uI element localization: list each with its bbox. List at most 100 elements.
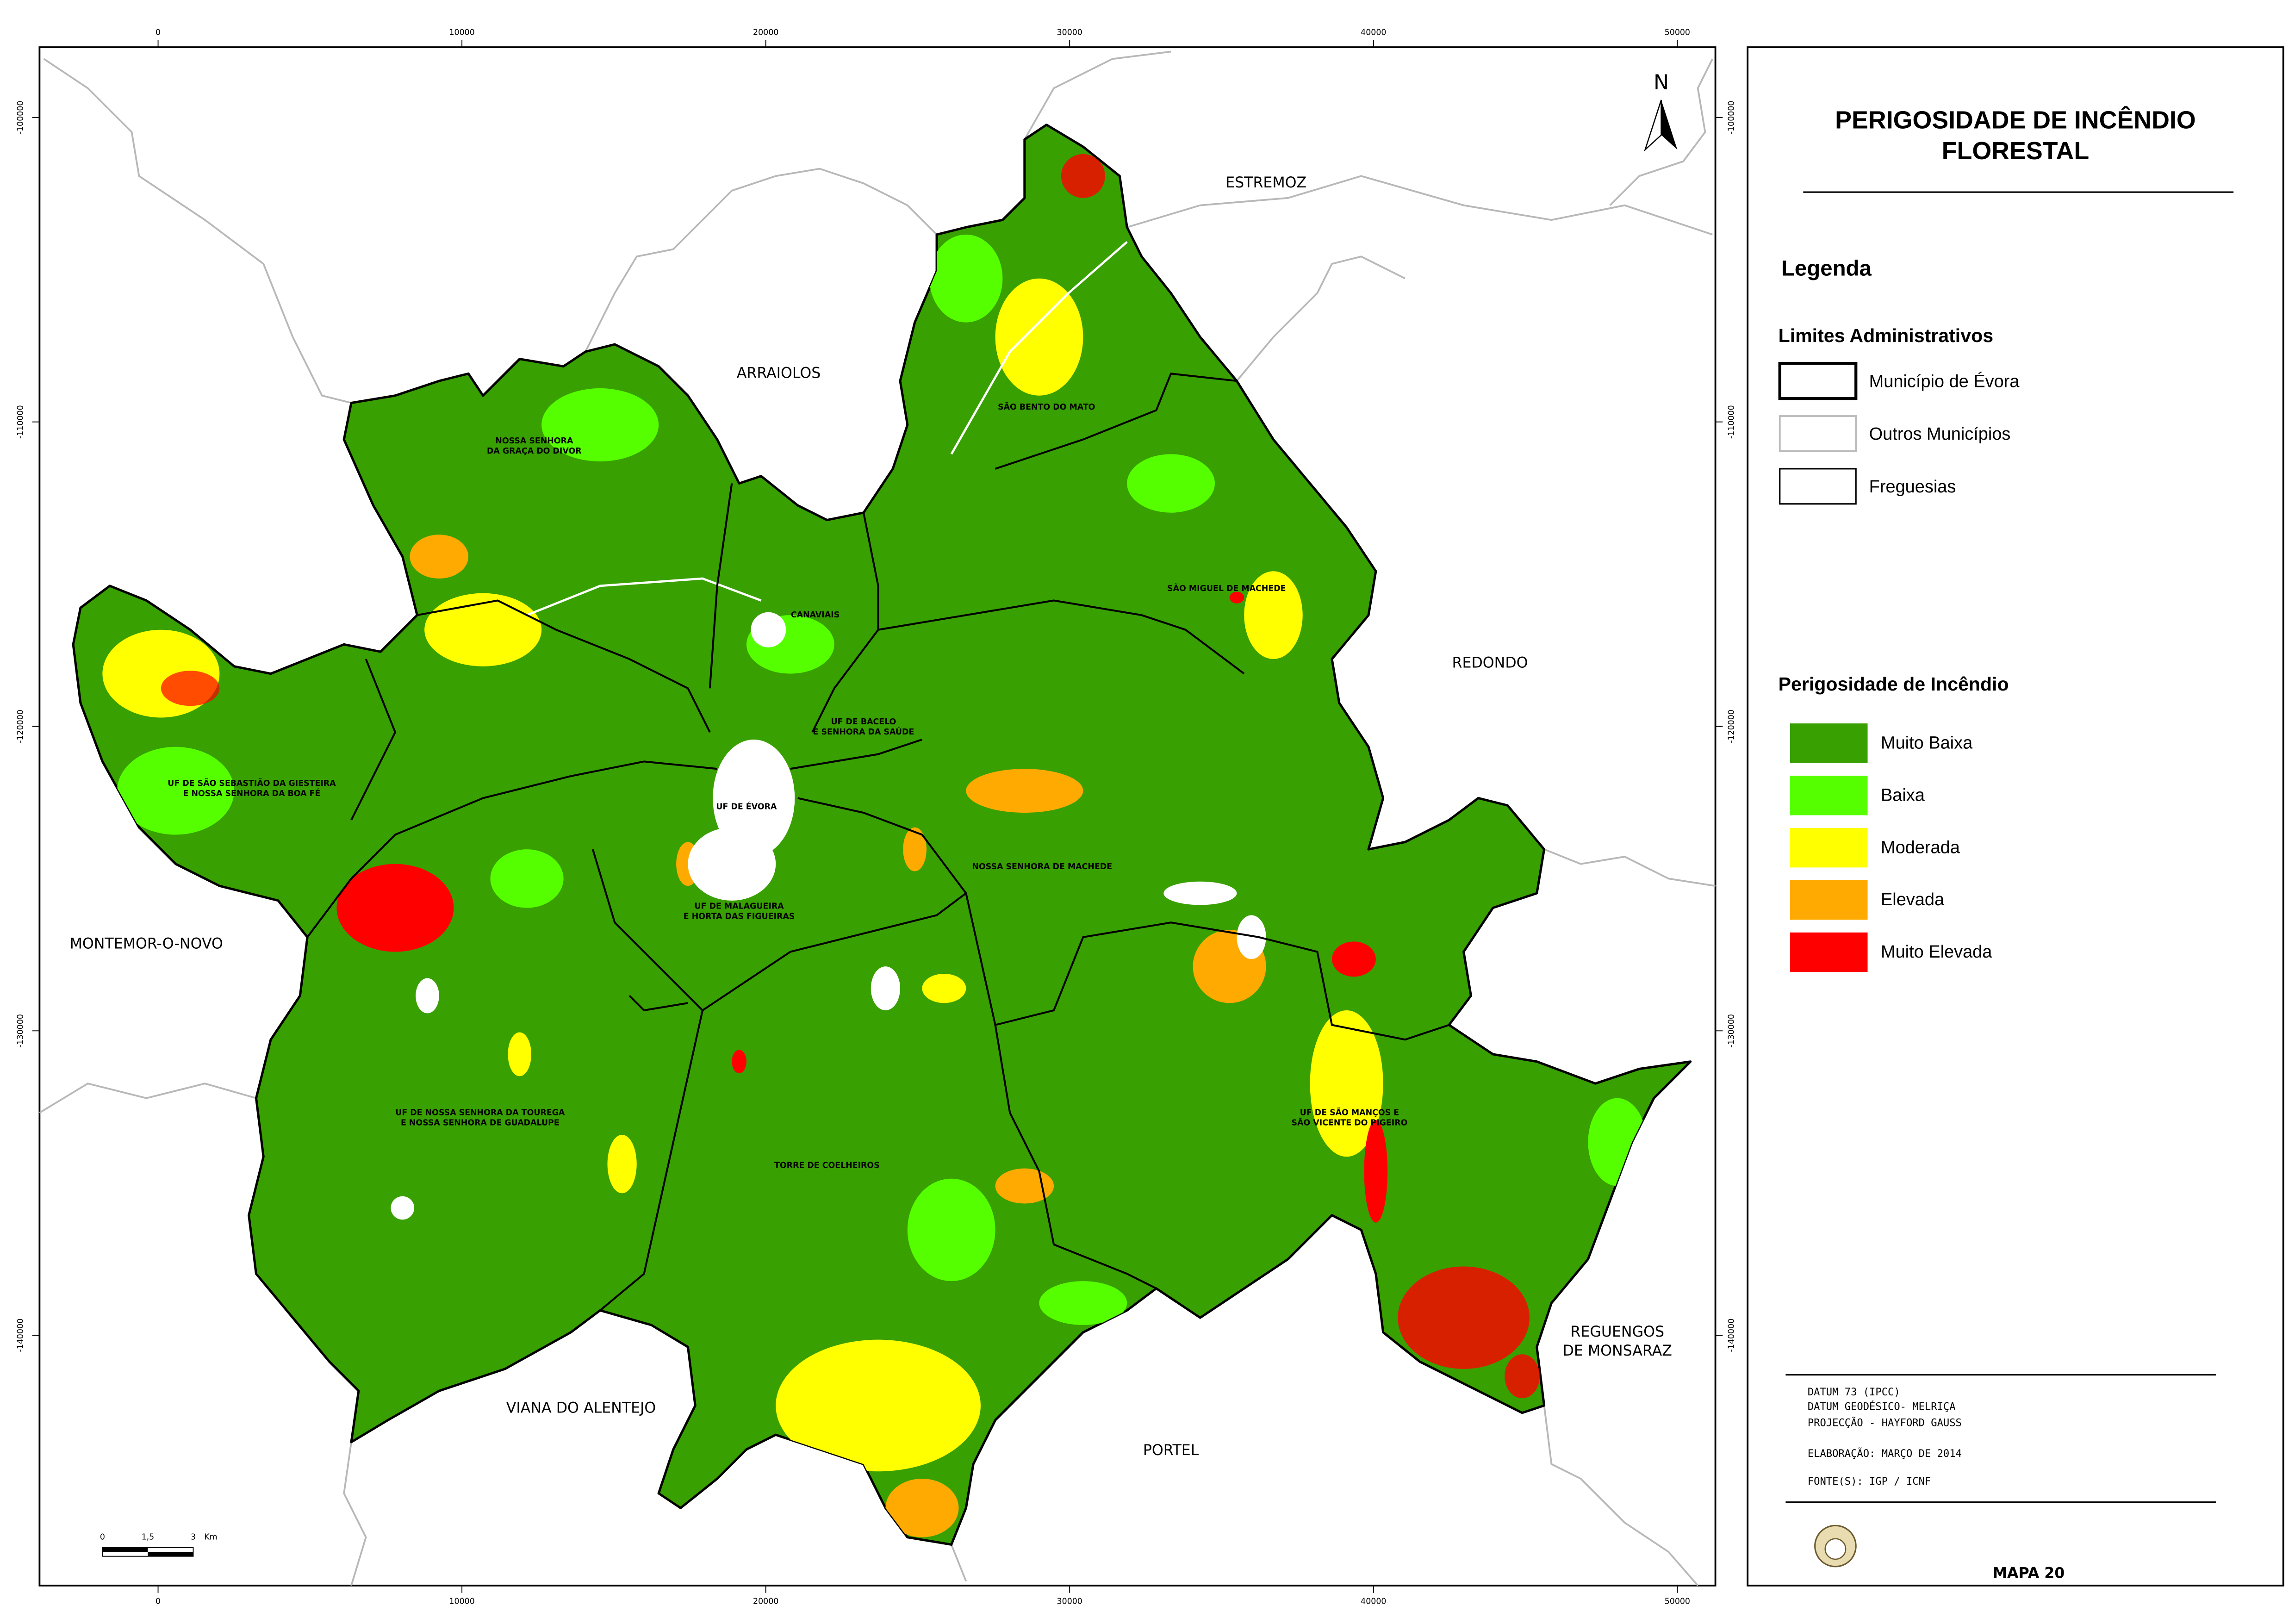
legend-heading: Legenda [1781,256,1872,280]
x-tick-label: 30000 [1057,1597,1082,1606]
boundary [343,1442,367,1586]
y-tick-label: -100000 [1727,101,1736,135]
patch [424,593,542,666]
x-tick-label: 50000 [1665,1597,1690,1606]
patch [1127,454,1215,513]
patch [966,769,1083,813]
parish-label: E HORTA DAS FIGUEIRAS [684,912,795,921]
patch [541,388,659,462]
parish-label: TORRE DE COELHEIROS [774,1161,880,1170]
urban [391,1196,415,1220]
patch [490,849,564,908]
moderate-hazard [102,278,1383,1472]
patch [161,671,220,706]
legend-subheading: Perigosidade de Incêndio [1779,673,2009,695]
coat-of-arms [1814,1524,1857,1568]
patch [1229,591,1244,604]
y-tick-label: -100000 [16,101,25,135]
patch [607,1134,637,1194]
x-tick-label: 10000 [449,28,474,37]
boundary [1543,848,1716,887]
legend-swatch [1790,932,1868,972]
parish-label: UF DE BACELO [831,717,896,727]
patch [995,278,1083,396]
patch [1310,1010,1383,1157]
credit-line: ELABORAÇÃO: MARÇO DE 2014 [1808,1447,1962,1460]
legend-item: Outros Municípios [1869,424,2011,444]
parish-label: SÃO BENTO DO MATO [998,401,1095,412]
boundary [1609,58,1713,206]
y-tick-label: -120000 [1727,709,1736,743]
parish-boundary [591,849,703,1011]
parish-boundary [995,373,1237,470]
parish-boundary [878,599,1245,675]
evora-city [713,739,795,857]
x-tick-label: 50000 [1665,28,1690,37]
patch [885,1479,959,1537]
scale-segment [102,1547,148,1552]
neighbour-label: ESTREMOZ [1225,174,1306,191]
patch [776,1339,981,1472]
parish-boundary [599,797,968,1311]
neighbour-label: DE MONSARAZ [1563,1343,1672,1359]
parish-label: CANAVIAIS [791,610,840,620]
patch [907,1178,995,1282]
neighbour-label: MONTEMOR-O-NOVO [70,936,223,952]
credit-line: FONTE(S): IGP / ICNF [1808,1475,1931,1487]
boundary [43,58,352,404]
parish-boundary [790,738,923,770]
patch [410,535,469,579]
y-tick-label: -130000 [1727,1014,1736,1048]
legend-subheading: Limites Administrativos [1779,325,1994,346]
boundary [1024,50,1171,140]
parish-label: SÃO VICENTE DO PIGEIRO [1292,1117,1408,1128]
patch [732,1050,746,1074]
credit-line: PROJECÇÃO - HAYFORD GAUSS [1808,1416,1962,1429]
north-arrow-right [1661,100,1678,150]
urban [688,827,776,901]
patch [1039,1281,1127,1325]
credit-line: DATUM GEODÉSICO- MELRIÇA [1808,1400,1956,1413]
parish-label: UF DE SÃO MANÇOS E [1300,1107,1399,1117]
scale-outline [102,1547,194,1557]
parish-label: UF DE NOSSA SENHORA DA TOUREGA [395,1108,565,1117]
parish-label: UF DE MALAGUEIRA [695,902,784,911]
neighbour-label: VIANA DO ALENTEJO [506,1400,656,1416]
urban [1163,881,1237,905]
patch [1398,1266,1530,1369]
parish-boundary [994,1025,1157,1289]
patch [336,864,454,952]
map-number: MAPA 20 [1993,1565,2065,1582]
x-tick-label: 20000 [753,1597,778,1606]
legend-item: Moderada [1881,838,1960,857]
parish-label: NOSSA SENHORA DE MACHEDE [972,862,1112,871]
neighbour-label: REGUENGOS [1570,1324,1664,1340]
municipality-evora [72,124,1692,1546]
labels: PERIGOSIDADE DE INCÊNDIO FLORESTAL N 0 0 1000… [16,28,2195,1606]
scale-segment [148,1552,193,1556]
hazard-patches [102,154,1647,1537]
patch [1244,571,1303,660]
urban [1237,915,1266,959]
map-title: PERIGOSIDADE DE INCÊNDIO [1835,106,2195,134]
parish-boundary [417,599,711,733]
boundary [950,1544,967,1582]
boundary [585,168,938,352]
patch [995,1168,1054,1204]
parish-label: E NOSSA SENHORA DA BOA FÉ [183,788,321,798]
legend-item: Município de Évora [1869,371,2020,391]
patch [1331,941,1376,977]
parish-boundary [306,760,717,938]
scale-label: 0 [100,1533,105,1542]
parish-label: E NOSSA SENHORA DE GUADALUPE [401,1119,560,1128]
scale-segment [148,1547,193,1552]
boundary [1543,1405,1699,1587]
patch [1364,1120,1388,1223]
patch [117,747,235,835]
parish-label: NOSSA SENHORA [495,436,573,446]
scale-bar [102,1547,194,1557]
north-label: N [1654,71,1669,94]
parish-boundary [628,995,688,1012]
